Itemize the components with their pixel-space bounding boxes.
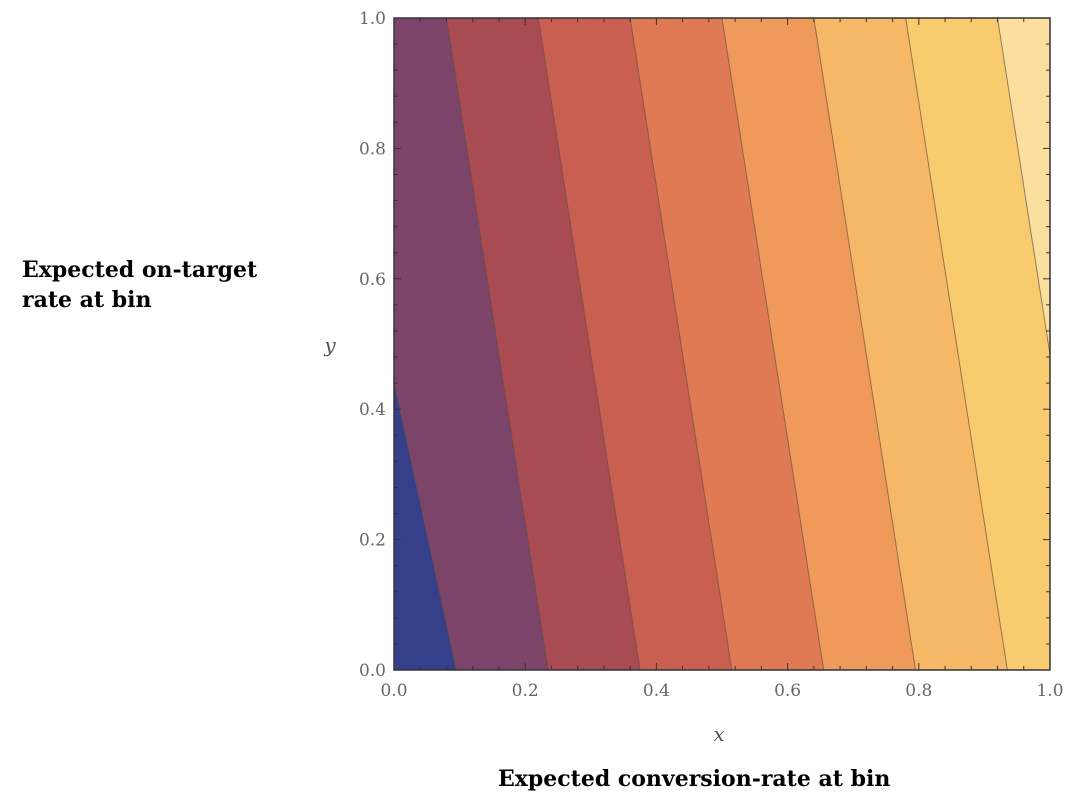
contour-line-5 bbox=[813, 18, 917, 670]
y-tick-label: 0.4 bbox=[359, 400, 386, 420]
contour-band-5 bbox=[722, 18, 916, 670]
contour-band-3 bbox=[538, 18, 732, 670]
y-tick-label: 0.6 bbox=[359, 270, 386, 290]
y-tick-label: 1.0 bbox=[359, 9, 386, 29]
contour-band-1 bbox=[394, 18, 549, 670]
x-tick-label: 0.8 bbox=[905, 681, 932, 701]
x-tick-label: 0.0 bbox=[380, 681, 407, 701]
contour-band-0 bbox=[394, 381, 457, 670]
contour-line-3 bbox=[629, 18, 733, 670]
contour-band-7 bbox=[905, 18, 1050, 670]
x-description-label: Expected conversion-rate at bin bbox=[498, 766, 891, 792]
contour-line-1 bbox=[445, 18, 549, 670]
x-tick-label: 0.4 bbox=[643, 681, 670, 701]
contour-fills bbox=[394, 18, 1050, 670]
y-axis-label: y bbox=[323, 333, 336, 357]
contour-lines bbox=[394, 18, 1050, 670]
contour-band-4 bbox=[630, 18, 824, 670]
contour-line-0 bbox=[394, 379, 457, 670]
contour-line-6 bbox=[905, 18, 1008, 670]
contour-line-4 bbox=[721, 18, 825, 670]
x-tick-labels: 0.0 0.2 0.4 0.6 0.8 1.0 bbox=[380, 681, 1063, 701]
y-tick-label: 0.0 bbox=[359, 661, 386, 681]
y-tick-label: 0.2 bbox=[359, 531, 386, 551]
contour-line-2 bbox=[537, 18, 641, 670]
contour-band-2 bbox=[446, 18, 640, 670]
y-tick-labels: 0.0 0.2 0.4 0.6 0.8 1.0 bbox=[359, 9, 386, 681]
plot-frame bbox=[393, 17, 1051, 671]
x-tick-label: 0.2 bbox=[512, 681, 539, 701]
x-tick-label: 0.6 bbox=[774, 681, 801, 701]
x-tick-label: 1.0 bbox=[1036, 681, 1063, 701]
y-description-label: Expected on-target rate at bin bbox=[22, 257, 258, 313]
x-axis-label: x bbox=[713, 722, 724, 746]
y-tick-label: 0.8 bbox=[359, 139, 386, 159]
contour-line-7 bbox=[997, 18, 1050, 358]
contour-band-6 bbox=[813, 18, 1008, 670]
